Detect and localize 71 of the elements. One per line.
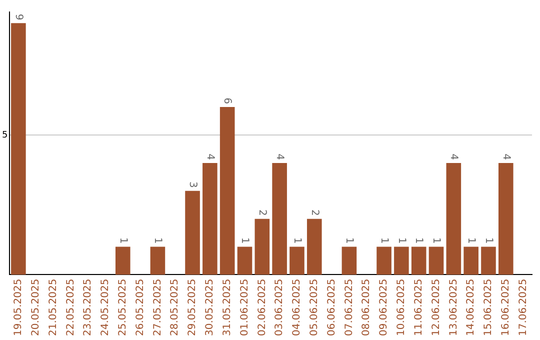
data-label: 4	[500, 154, 512, 160]
x-tick-label: 08.06.2025	[361, 278, 372, 336]
bar	[272, 162, 287, 275]
x-tick-label: 21.05.2025	[48, 278, 59, 336]
data-label: 2	[308, 209, 320, 216]
data-label: 1	[396, 237, 407, 244]
bar	[150, 246, 166, 275]
data-label: 1	[482, 237, 494, 244]
data-label: 1	[117, 237, 128, 244]
x-tick-label: 11.06.2025	[413, 278, 424, 336]
bar	[498, 162, 514, 275]
data-label: 2	[256, 209, 268, 216]
data-label: 1	[378, 237, 390, 244]
y-tick-label: 5	[2, 130, 8, 140]
bar	[464, 246, 478, 275]
x-tick-label: 24.05.2025	[100, 278, 112, 336]
bar	[202, 162, 218, 275]
x-tick-label: 14.06.2025	[466, 278, 477, 336]
x-tick-label: 03.06.2025	[274, 278, 286, 336]
bar	[342, 246, 357, 275]
bar	[115, 246, 130, 275]
x-tick-label: 17.06.2025	[518, 278, 529, 336]
x-tick-label: 06.06.2025	[326, 278, 338, 336]
x-tick-label: 19.05.2025	[13, 278, 24, 336]
data-label: 1	[239, 237, 250, 244]
x-tick-label: 31.05.2025	[222, 278, 233, 336]
bar	[428, 246, 444, 275]
x-tick-label: 02.06.2025	[256, 278, 268, 336]
x-tick-label: 25.05.2025	[117, 278, 128, 336]
data-label: 9	[12, 14, 24, 20]
data-label: 4	[448, 154, 460, 160]
x-tick-label: 07.06.2025	[344, 278, 355, 336]
x-tick-label: 16.06.2025	[500, 278, 512, 336]
bar	[185, 190, 200, 275]
x-tick-label: 22.05.2025	[65, 278, 76, 336]
bar	[220, 107, 235, 275]
x-tick-label: 12.06.2025	[430, 278, 442, 336]
x-tick-label: 01.06.2025	[239, 278, 250, 336]
data-label: 4	[204, 154, 216, 160]
bar	[394, 246, 409, 275]
data-label: 1	[291, 237, 302, 244]
bar	[254, 218, 270, 275]
bar	[306, 218, 322, 275]
x-tick-label: 30.05.2025	[204, 278, 216, 336]
x-tick-label: 10.06.2025	[396, 278, 408, 336]
data-label: 3	[186, 182, 198, 188]
data-label: 4	[274, 154, 285, 160]
x-tick-label: 04.06.2025	[292, 278, 303, 336]
x-tick-label: 05.06.2025	[308, 278, 320, 336]
bar	[376, 246, 392, 275]
data-label: 1	[344, 237, 355, 244]
x-tick-label: 23.05.2025	[82, 278, 94, 336]
bar	[481, 246, 496, 275]
x-tick-label: 26.05.2025	[134, 278, 146, 336]
bar	[446, 162, 462, 275]
data-label: 6	[222, 98, 233, 104]
data-label: 1	[413, 237, 424, 244]
x-tick-label: 27.05.2025	[152, 278, 164, 336]
x-tick-label: 13.06.2025	[448, 278, 460, 336]
x-tick-label: 15.06.2025	[483, 278, 494, 336]
bar	[11, 23, 26, 275]
data-label: 1	[152, 237, 164, 244]
x-tick-label: 20.05.2025	[30, 278, 42, 336]
data-label: 1	[465, 237, 476, 244]
bar	[411, 246, 426, 275]
x-tick-label: 28.05.2025	[170, 278, 181, 336]
bar	[237, 246, 252, 275]
x-tick-label: 29.05.2025	[187, 278, 198, 336]
data-label: 1	[430, 237, 442, 244]
x-tick-label: 09.06.2025	[378, 278, 390, 336]
bar	[290, 246, 304, 275]
